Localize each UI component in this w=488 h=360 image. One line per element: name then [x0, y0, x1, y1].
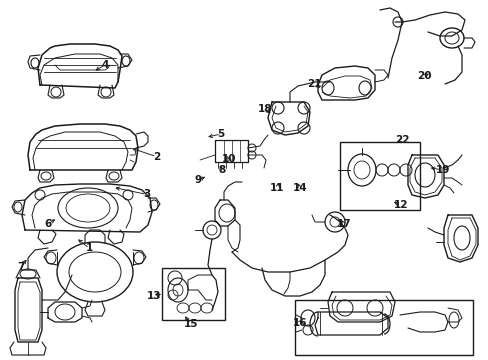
Bar: [339, 142, 419, 210]
Text: 18: 18: [257, 104, 272, 114]
Text: 15: 15: [183, 319, 198, 329]
Text: 13: 13: [146, 291, 161, 301]
Text: 17: 17: [336, 219, 350, 229]
Text: 19: 19: [434, 165, 449, 175]
Text: 14: 14: [292, 183, 306, 193]
Text: 5: 5: [217, 129, 224, 139]
Text: 1: 1: [86, 243, 93, 253]
Text: 20: 20: [416, 71, 431, 81]
Text: 6: 6: [44, 219, 51, 229]
Bar: [162, 268, 224, 320]
Text: 3: 3: [143, 189, 150, 199]
Text: 4: 4: [101, 60, 109, 70]
Text: 11: 11: [269, 183, 284, 193]
Text: 9: 9: [195, 175, 202, 185]
Text: 2: 2: [153, 152, 160, 162]
Text: 22: 22: [394, 135, 408, 145]
Text: 16: 16: [292, 318, 306, 328]
Text: 10: 10: [221, 154, 236, 164]
Text: 8: 8: [218, 165, 224, 175]
Text: 21: 21: [306, 78, 321, 89]
Bar: [294, 300, 472, 355]
Text: 12: 12: [393, 200, 407, 210]
Text: 7: 7: [17, 262, 24, 272]
